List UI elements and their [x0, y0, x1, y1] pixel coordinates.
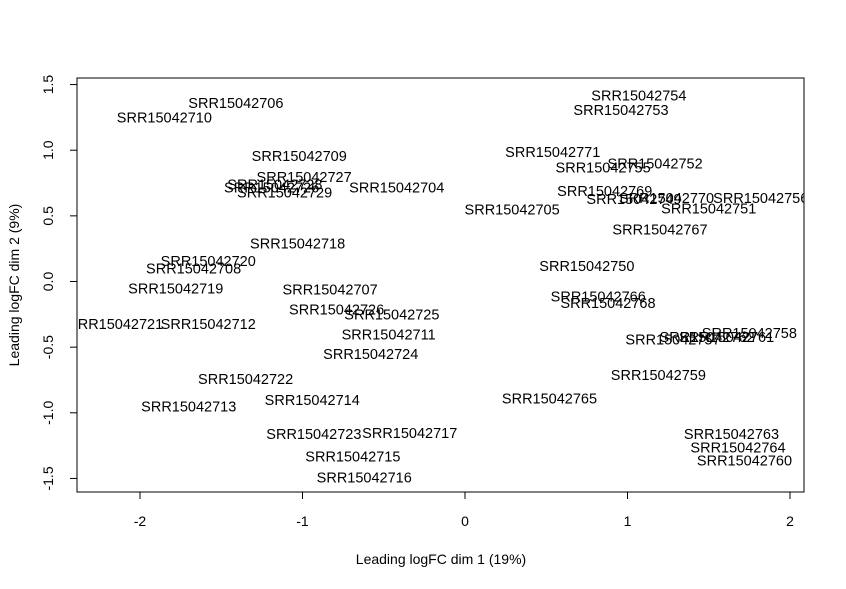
point-label: SRR15042752	[608, 157, 703, 173]
point-label: SRR15042728	[227, 178, 322, 194]
point-label: SRR15042755	[556, 161, 651, 177]
point-label: SRR15042765	[502, 392, 597, 408]
point-label: SRR15042709	[252, 149, 347, 165]
y-axis-label: Leading logFC dim 2 (9%)	[6, 204, 22, 367]
y-axis: -1.5 -1.0 -0.5 0.0 0.5 1.0 1.5	[40, 75, 78, 491]
y-tick-label: 1.0	[40, 140, 56, 160]
point-label: SRR15042771	[505, 145, 600, 161]
point-label: SRR15042715	[305, 449, 400, 465]
point-label: SRR15042712	[161, 317, 256, 333]
y-tick-label: 1.5	[40, 75, 56, 95]
point-label: SRR15042706	[188, 96, 283, 112]
point-label: SRR15042720	[161, 254, 256, 270]
point-label: SRR15042749	[586, 192, 681, 208]
y-tick-label: -1.0	[40, 401, 56, 425]
x-tick-label: -1	[296, 513, 309, 529]
y-tick-label: -0.5	[40, 335, 56, 359]
point-label: SRR15042718	[250, 237, 345, 253]
point-label: SRR15042770	[619, 191, 714, 207]
point-label: SRR15042705	[465, 203, 560, 219]
point-label: SRR15042726	[289, 302, 384, 318]
point-label: SRR15042762	[660, 330, 755, 346]
point-label: SRR15042713	[141, 400, 236, 416]
point-label: SRR15042724	[323, 347, 418, 363]
x-tick-label: 2	[786, 513, 794, 529]
point-label: SRR15042717	[362, 426, 457, 442]
point-label: SRR15042711	[342, 327, 436, 343]
point-label: SRR15042763	[684, 427, 779, 443]
point-label: SRR15042766	[551, 289, 646, 305]
point-label: SRR15042707	[283, 283, 378, 299]
point-label: SRR15042768	[560, 296, 655, 312]
point-label: SRR15042753	[573, 103, 668, 119]
y-tick-label: 0.0	[40, 272, 56, 292]
point-label: SRR15042767	[612, 222, 707, 238]
point-label: SRR15042769	[557, 184, 652, 200]
point-label: SRR15042716	[317, 470, 412, 486]
x-tick-label: -2	[134, 513, 147, 529]
point-label: SRR15042751	[661, 201, 756, 217]
x-axis: -2 -1 0 1 2	[134, 491, 794, 529]
point-label: SRR15042727	[257, 170, 352, 186]
x-tick-label: 0	[461, 513, 469, 529]
point-label: SRR15042708	[146, 262, 241, 278]
point-labels: SRR15042706SRR15042710SRR15042754SRR1504…	[68, 88, 808, 486]
point-label: SRR15042729	[237, 186, 332, 202]
point-label: SRR15042756	[713, 191, 808, 207]
y-tick-label: 0.5	[40, 206, 56, 226]
point-label: SRR15042759	[611, 368, 706, 384]
point-label: SRR15042757	[625, 333, 720, 349]
point-label: SRR15042719	[128, 281, 223, 297]
point-label: SRR15042726	[224, 180, 319, 196]
point-label: SRR15042754	[591, 88, 686, 104]
point-label: SRR15042710	[117, 111, 212, 127]
point-label: SRR15042722	[198, 372, 293, 388]
point-label: SRR15042721	[68, 317, 163, 333]
point-label: SRR15042750	[539, 259, 634, 275]
point-label: SRR15042764	[690, 440, 785, 456]
point-label: SRR15042714	[265, 393, 360, 409]
point-label: SRR15042725	[344, 308, 439, 324]
point-label: SRR15042704	[349, 180, 444, 196]
x-axis-label: Leading logFC dim 1 (19%)	[356, 551, 526, 567]
point-label: SRR15042758	[702, 326, 797, 342]
y-tick-label: -1.5	[40, 466, 56, 490]
point-label: SRR15042723	[266, 427, 361, 443]
point-label: SRR15042761	[679, 330, 774, 346]
x-tick-label: 1	[624, 513, 632, 529]
point-label: SRR15042760	[697, 453, 792, 469]
